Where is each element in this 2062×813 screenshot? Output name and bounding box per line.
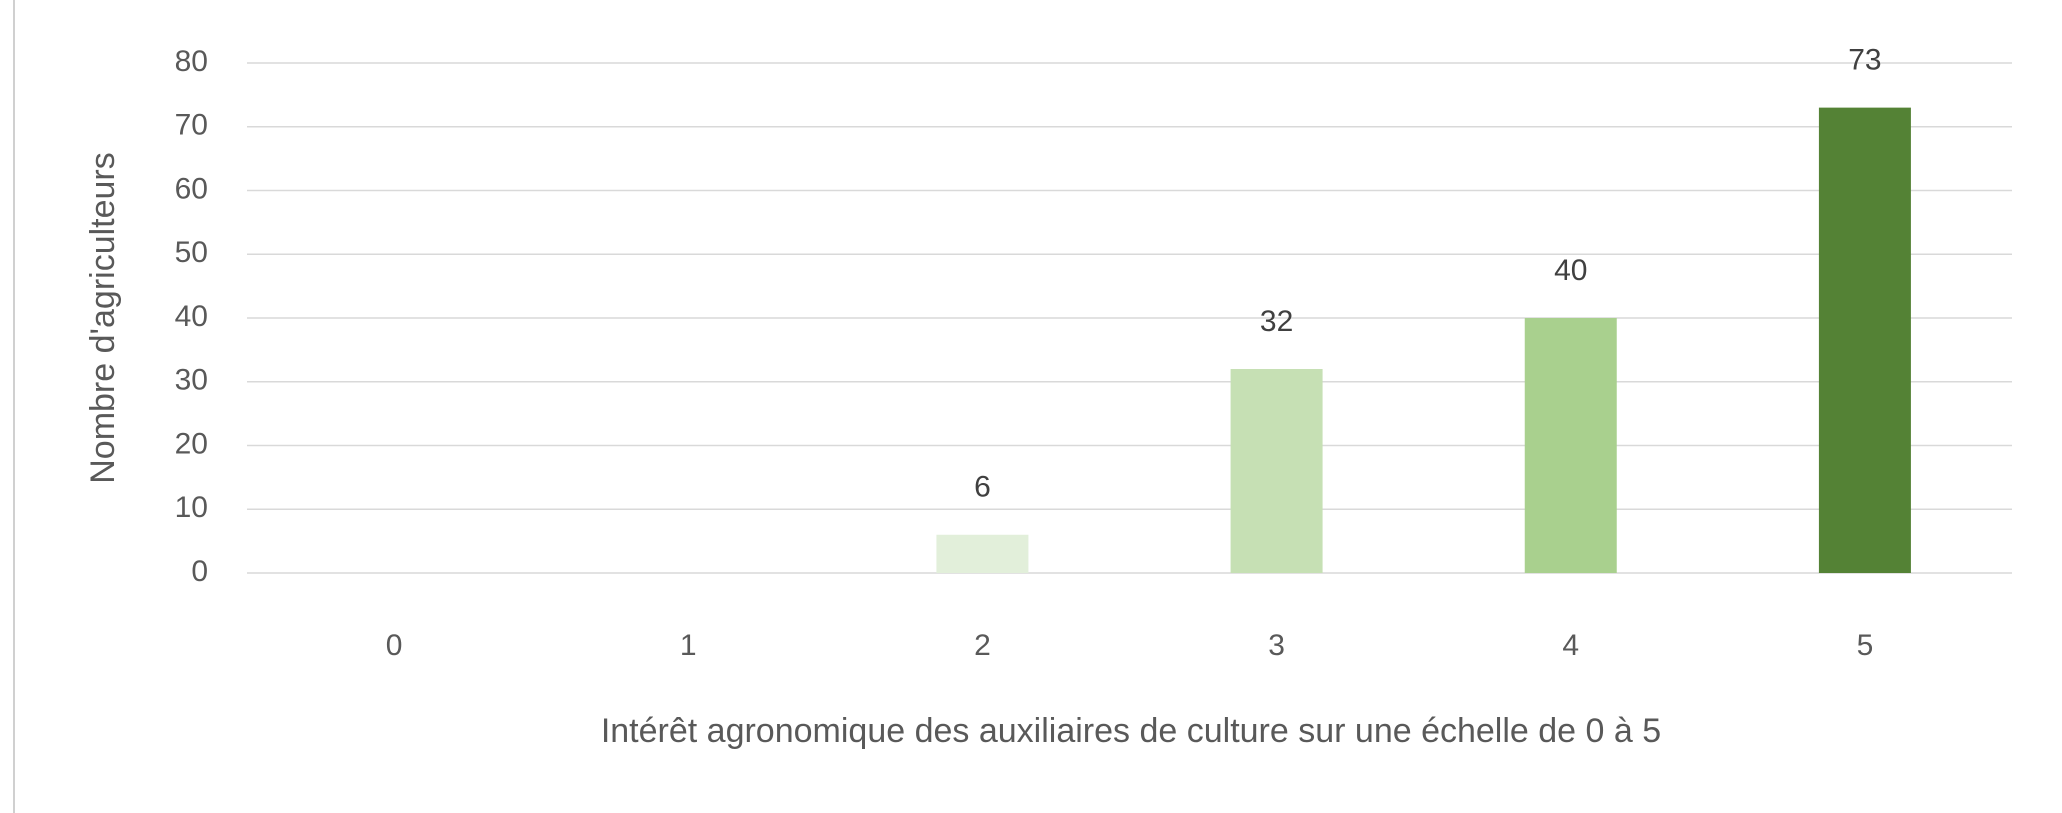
bar — [1230, 369, 1323, 573]
bar — [1524, 318, 1617, 573]
y-tick-label: 0 — [191, 555, 208, 588]
x-tick-label: 3 — [1268, 629, 1285, 662]
x-tick-label: 2 — [974, 629, 991, 662]
y-tick-label: 50 — [175, 236, 208, 269]
y-tick-label: 60 — [175, 172, 208, 205]
value-label: 6 — [974, 471, 991, 504]
x-tick-label: 5 — [1857, 629, 1874, 662]
bar — [936, 534, 1029, 573]
value-label: 32 — [1260, 305, 1293, 338]
x-axis-title: Intérêt agronomique des auxiliaires de c… — [601, 712, 1661, 750]
x-tick-label: 1 — [680, 629, 697, 662]
bar — [1818, 107, 1911, 573]
y-tick-label: 40 — [175, 300, 208, 333]
y-axis-title: Nombre d'agriculteurs — [84, 152, 122, 484]
y-tick-label: 20 — [175, 427, 208, 460]
value-label: 73 — [1848, 44, 1881, 77]
value-label: 40 — [1554, 254, 1587, 287]
y-tick-label: 80 — [175, 45, 208, 78]
x-tick-label: 4 — [1562, 629, 1579, 662]
y-tick-label: 70 — [175, 109, 208, 142]
x-tick-label: 0 — [386, 629, 403, 662]
y-tick-label: 30 — [175, 364, 208, 397]
y-tick-label: 10 — [175, 491, 208, 524]
